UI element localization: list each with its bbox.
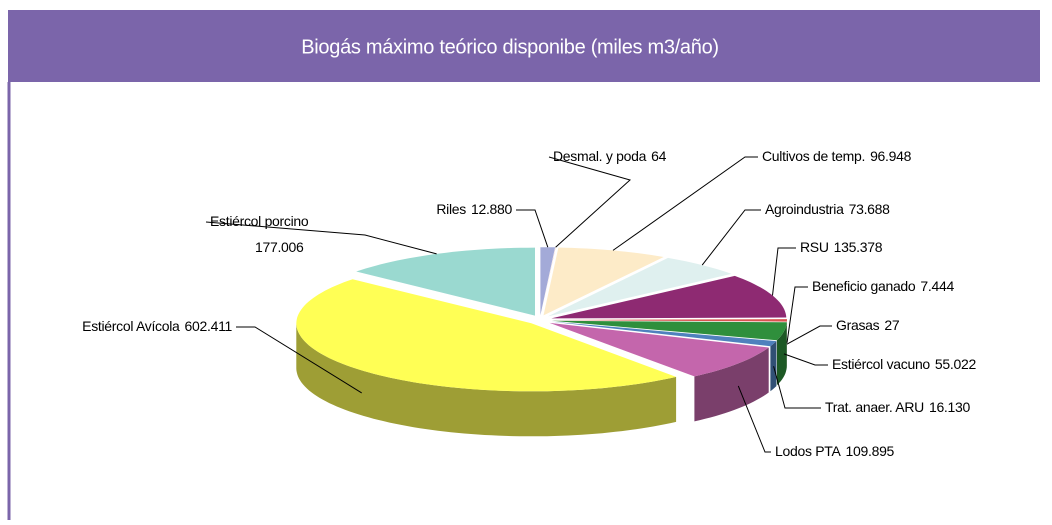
slice-side <box>770 341 776 391</box>
label-name: Estiércol porcino <box>210 213 309 229</box>
data-label: Trat. anaer. ARU 16.130 <box>825 399 970 415</box>
label-value: 55.022 <box>935 356 977 372</box>
chart-title: Biogás máximo teórico disponibe (miles m… <box>301 36 719 58</box>
label-name: Desmal. y poda <box>553 148 647 164</box>
label-value: 602.411 <box>185 318 233 334</box>
label-name: Beneficio ganado <box>812 278 916 294</box>
data-label: Estiércol vacuno 55.022 <box>832 356 976 372</box>
label-name: Grasas <box>836 317 880 333</box>
data-label: Lodos PTA 109.895 <box>775 443 895 459</box>
data-label: Agroindustria 73.688 <box>765 201 890 217</box>
label-value: 73.688 <box>849 201 891 217</box>
label-name: Estiércol Avícola <box>82 318 180 334</box>
label-value: 7.444 <box>920 278 954 294</box>
data-label: Riles 12.880 <box>436 201 512 217</box>
label-value: 64 <box>651 148 666 164</box>
label-value: 109.895 <box>846 443 895 459</box>
data-label: Cultivos de temp. 96.948 <box>762 148 912 164</box>
label-value: 12.880 <box>471 201 513 217</box>
label-name: Estiércol vacuno <box>832 356 930 372</box>
data-label: Estiércol Avícola 602.411 <box>82 318 232 334</box>
label-value: 96.948 <box>870 148 912 164</box>
label-name: RSU <box>800 239 829 255</box>
label-name: Agroindustria <box>765 201 844 217</box>
label-name: Lodos PTA <box>775 443 841 459</box>
label-value: 177.006 <box>255 239 304 255</box>
label-value: 27 <box>884 317 899 333</box>
label-value: 135.378 <box>834 239 883 255</box>
label-name: Riles <box>436 201 466 217</box>
label-name: Trat. anaer. ARU <box>825 399 924 415</box>
data-label: RSU 135.378 <box>800 239 883 255</box>
label-value: 16.130 <box>929 399 971 415</box>
label-name: Cultivos de temp. <box>762 148 865 164</box>
